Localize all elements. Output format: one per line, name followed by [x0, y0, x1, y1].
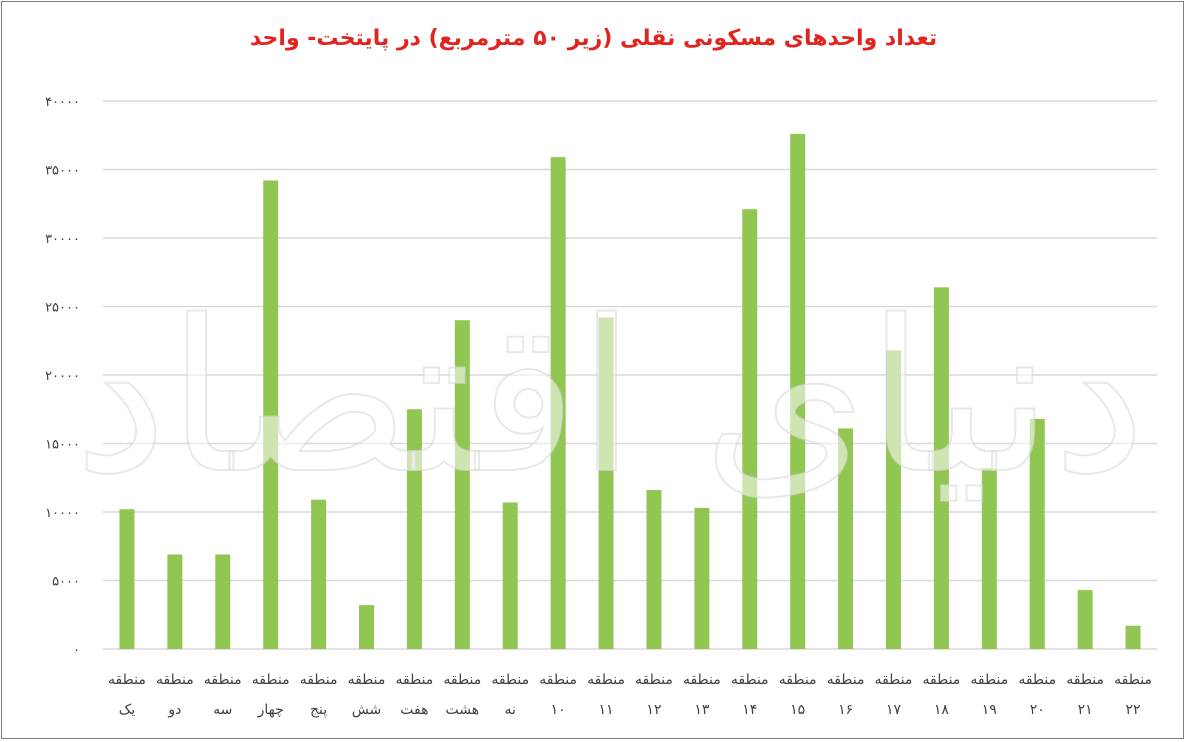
bar	[502, 502, 518, 649]
x-tick-label: منطقه	[1114, 672, 1152, 688]
x-tick-label: منطقه	[1066, 672, 1104, 688]
x-tick-label: منطقه	[587, 672, 625, 688]
bar	[406, 409, 422, 649]
x-tick-label: ۱۲	[646, 702, 661, 718]
y-tick-label: ۲۰۰۰۰	[45, 369, 80, 384]
x-tick-label: منطقه	[539, 672, 577, 688]
x-axis-labels: منطقه یک منطقه دو منطقه سه منطقه چهار منطقه پنج من…	[108, 672, 1152, 718]
x-tick-label: ۱۰	[551, 702, 566, 718]
watermark-logo: دنیای اقتصاد	[74, 275, 1146, 520]
chart-title: تعداد واحدهای مسکونی نقلی (زیر ۵۰ مترمرب…	[249, 26, 938, 51]
y-tick-label: ۰	[73, 643, 80, 658]
x-tick-label: منطقه	[300, 672, 338, 688]
bar	[215, 554, 231, 649]
y-tick-label: ۲۵۰۰۰	[45, 301, 80, 316]
x-tick-label: شش	[352, 702, 382, 718]
x-tick-label: پنج	[310, 702, 327, 718]
x-tick-label: منطقه	[396, 672, 434, 688]
x-tick-label: چهار	[257, 702, 284, 718]
bar	[550, 157, 566, 650]
x-tick-label: ۱۷	[886, 702, 902, 718]
x-tick-label: منطقه	[827, 672, 865, 688]
x-tick-label: منطقه	[779, 672, 817, 688]
bar	[981, 468, 997, 649]
y-tick-label: ۱۰۰۰۰	[45, 506, 80, 521]
x-tick-label: ۲۰	[1030, 702, 1045, 718]
x-tick-label: منطقه	[635, 672, 673, 688]
bar	[598, 317, 614, 649]
bar	[886, 350, 901, 649]
x-tick-label: ۱۱	[599, 702, 614, 718]
bar	[454, 320, 470, 649]
bar	[167, 554, 183, 649]
x-tick-label: ۱۵	[790, 702, 805, 718]
x-tick-label: منطقه	[1018, 672, 1056, 688]
x-tick-label: منطقه	[108, 672, 146, 688]
gridlines	[103, 100, 1157, 650]
y-axis-ticks: ۰ ۵۰۰۰ ۱۰۰۰۰ ۱۵۰۰۰ ۲۰۰۰۰ ۲۵۰۰۰ ۳۰۰۰۰ ۳۵۰۰۰ ۴۰۰۰۰	[45, 95, 80, 658]
bar	[263, 180, 279, 649]
bar	[646, 490, 662, 649]
x-tick-label: هفت	[400, 702, 428, 718]
x-tick-label: منطقه	[875, 672, 913, 688]
x-tick-label: منطقه	[348, 672, 386, 688]
bar	[1029, 418, 1045, 649]
x-tick-label: ۱۳	[694, 702, 710, 718]
bar	[359, 605, 374, 649]
y-tick-label: ۳۰۰۰۰	[45, 232, 80, 247]
x-tick-label: ۱۹	[982, 702, 997, 718]
x-tick-label: ۲۲	[1126, 702, 1141, 718]
x-tick-label: ۱۸	[934, 702, 950, 718]
x-tick-label: منطقه	[923, 672, 961, 688]
x-tick-label: ۲۱	[1078, 702, 1093, 718]
x-tick-label: منطقه	[156, 672, 194, 688]
bar	[119, 509, 135, 649]
bar	[742, 209, 758, 650]
x-tick-label: منطقه	[683, 672, 721, 688]
x-tick-label: سه	[213, 702, 232, 718]
x-tick-label: ۱۶	[838, 702, 853, 718]
x-tick-label: یک	[119, 702, 136, 718]
x-tick-label: نه	[505, 702, 516, 718]
bar	[1125, 625, 1141, 649]
bars	[119, 133, 1141, 650]
bar	[933, 287, 949, 649]
x-tick-label: منطقه	[731, 672, 769, 688]
y-tick-label: ۳۵۰۰۰	[45, 164, 80, 179]
x-tick-label: دو	[167, 702, 181, 718]
bar	[311, 499, 327, 649]
x-tick-label: منطقه	[970, 672, 1008, 688]
bar	[838, 428, 854, 649]
bar	[694, 507, 710, 649]
y-tick-label: ۴۰۰۰۰	[45, 95, 80, 110]
y-tick-label: ۱۵۰۰۰	[45, 438, 80, 453]
bar	[1077, 590, 1093, 649]
x-tick-label: منطقه	[491, 672, 529, 688]
bar	[790, 133, 806, 649]
x-tick-label: هشت	[446, 702, 480, 718]
x-tick-label: منطقه	[443, 672, 481, 688]
x-tick-label: منطقه	[252, 672, 290, 688]
y-tick-label: ۵۰۰۰	[52, 575, 80, 590]
x-tick-label: منطقه	[204, 672, 242, 688]
x-tick-label: ۱۴	[742, 702, 757, 718]
